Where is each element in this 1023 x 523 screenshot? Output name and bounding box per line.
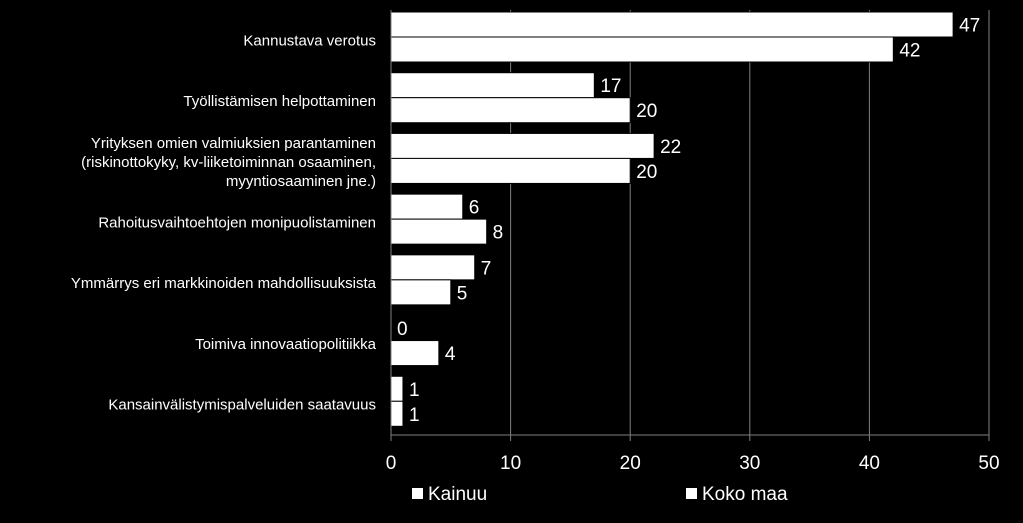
data-label: 42 — [899, 41, 920, 62]
category-label: Yrityksen omien valmiuksien parantaminen… — [81, 135, 376, 190]
bar-koko-maa — [390, 279, 452, 306]
data-label: 17 — [600, 76, 621, 97]
legend-swatch — [686, 488, 697, 499]
bar-kainuu — [390, 132, 655, 159]
x-tick-label: 50 — [978, 453, 999, 474]
category-label: Rahoitusvaihtoehtojen monipuolistaminen — [98, 215, 376, 232]
labels: Kannustava verotus Työllistämisen helpott… — [71, 16, 980, 426]
data-label: 20 — [636, 162, 657, 183]
bars — [390, 11, 954, 427]
data-label: 1 — [409, 380, 420, 401]
data-label: 5 — [457, 283, 468, 304]
bar-kainuu — [390, 72, 595, 99]
legend-label: Kainuu — [428, 484, 487, 505]
bar-kainuu — [390, 11, 954, 38]
x-tick-label: 40 — [859, 453, 880, 474]
x-tick-label: 10 — [500, 453, 521, 474]
data-label: 6 — [469, 198, 480, 219]
bar-koko-maa — [390, 400, 404, 427]
bar-kainuu — [390, 254, 476, 281]
legend: Kainuu Koko maa — [412, 484, 788, 505]
bar-koko-maa — [390, 36, 894, 63]
category-label: Kansainvälistymispalveluiden saatavuus — [108, 397, 376, 414]
x-tick-label: 0 — [386, 453, 397, 474]
data-label: 7 — [481, 258, 492, 279]
category-label: Kannustava verotus — [243, 32, 376, 49]
bar-kainuu — [390, 375, 404, 402]
x-tick-label: 30 — [739, 453, 760, 474]
legend-label: Koko maa — [702, 484, 788, 505]
bar-koko-maa — [390, 218, 488, 245]
gridlines — [510, 10, 990, 435]
data-label: 8 — [493, 223, 504, 244]
legend-swatch — [412, 488, 423, 499]
data-label: 22 — [660, 137, 681, 158]
bar-kainuu — [390, 193, 464, 220]
data-label: 47 — [959, 16, 980, 37]
category-label: Työllistämisen helpottaminen — [183, 93, 376, 110]
bar-koko-maa — [390, 340, 440, 367]
data-label: 4 — [445, 344, 456, 365]
bar-koko-maa — [390, 97, 631, 124]
axes: 0 10 20 30 40 50 — [386, 10, 1000, 474]
data-label: 20 — [636, 101, 657, 122]
data-label: 1 — [409, 405, 420, 426]
category-label: Toimiva innovaatiopolitiikka — [195, 336, 377, 353]
x-tick-label: 20 — [620, 453, 641, 474]
category-label: Ymmärrys eri markkinoiden mahdollisuuksi… — [71, 275, 377, 292]
data-label: 0 — [397, 319, 408, 340]
bar-koko-maa — [390, 157, 631, 184]
